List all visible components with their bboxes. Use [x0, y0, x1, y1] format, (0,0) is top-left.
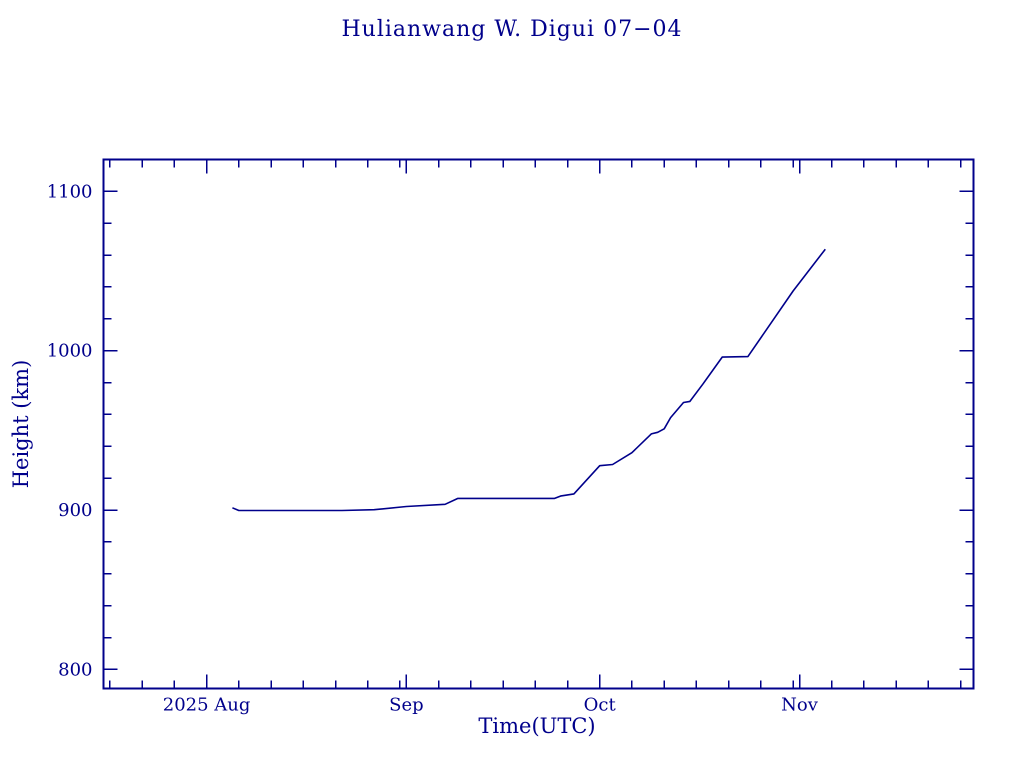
- x-axis-title: Time(UTC): [478, 714, 596, 738]
- y-tick-label: 900: [58, 500, 92, 521]
- plot-border: [102, 158, 975, 690]
- x-tick-label: Oct: [584, 695, 617, 716]
- x-tick-label: Nov: [781, 695, 819, 716]
- chart-title: Hulianwang W. Digui 07−04: [341, 17, 683, 42]
- height-series-line: [232, 248, 826, 512]
- y-axis-title: Height (km): [9, 359, 33, 489]
- x-tick-label: Sep: [389, 695, 424, 716]
- x-tick-label: 2025 Aug: [163, 695, 251, 716]
- y-tick-label: 800: [58, 659, 92, 680]
- y-tick-label: 1100: [47, 181, 93, 202]
- y-tick-label: 1000: [47, 341, 93, 362]
